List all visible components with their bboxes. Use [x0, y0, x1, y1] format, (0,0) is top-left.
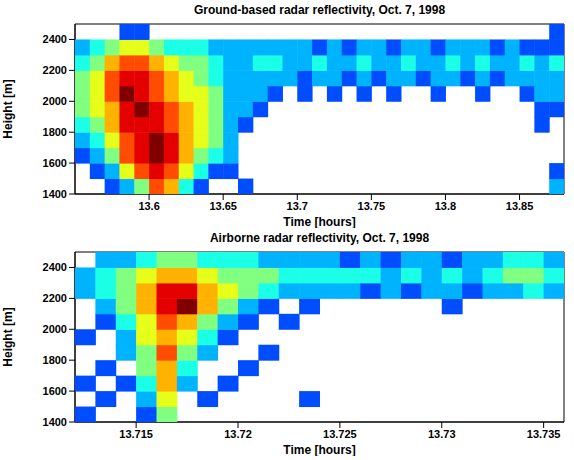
svg-text:13.7: 13.7 [287, 200, 308, 212]
svg-text:2400: 2400 [43, 33, 67, 45]
svg-text:1400: 1400 [43, 416, 67, 428]
svg-text:13.72: 13.72 [224, 428, 252, 440]
svg-text:13.65: 13.65 [209, 200, 237, 212]
html-text:Airborne radar reflectivity, O: Airborne radar reflectivity, Oct. 7, 199… [209, 231, 430, 245]
svg-text:1400: 1400 [43, 188, 67, 200]
svg-text:2000: 2000 [43, 323, 67, 335]
svg-text:Height [m]: Height [m] [1, 79, 15, 138]
svg-text:13.75: 13.75 [358, 200, 386, 212]
svg-text:1600: 1600 [43, 157, 67, 169]
svg-text:13.6: 13.6 [138, 200, 159, 212]
svg-text:2000: 2000 [43, 95, 67, 107]
svg-text:13.715: 13.715 [119, 428, 153, 440]
svg-text:13.725: 13.725 [323, 428, 357, 440]
svg-text:1600: 1600 [43, 385, 67, 397]
svg-text:1800: 1800 [43, 354, 67, 366]
svg-text:2400: 2400 [43, 261, 67, 273]
svg-text:13.73: 13.73 [428, 428, 456, 440]
svg-text:Height [m]: Height [m] [1, 307, 15, 366]
svg-text:2200: 2200 [43, 292, 67, 304]
svg-text:13.735: 13.735 [527, 428, 561, 440]
svg-text:Time [hours]: Time [hours] [283, 443, 355, 456]
svg-text:13.8: 13.8 [435, 200, 456, 212]
svg-text:Time [hours]: Time [hours] [283, 215, 355, 228]
svg-text:2200: 2200 [43, 64, 67, 76]
html-text:Ground-based radar reflectivit: Ground-based radar reflectivity, Oct. 7,… [193, 3, 446, 17]
svg-text:1800: 1800 [43, 126, 67, 138]
svg-text:13.85: 13.85 [506, 200, 534, 212]
